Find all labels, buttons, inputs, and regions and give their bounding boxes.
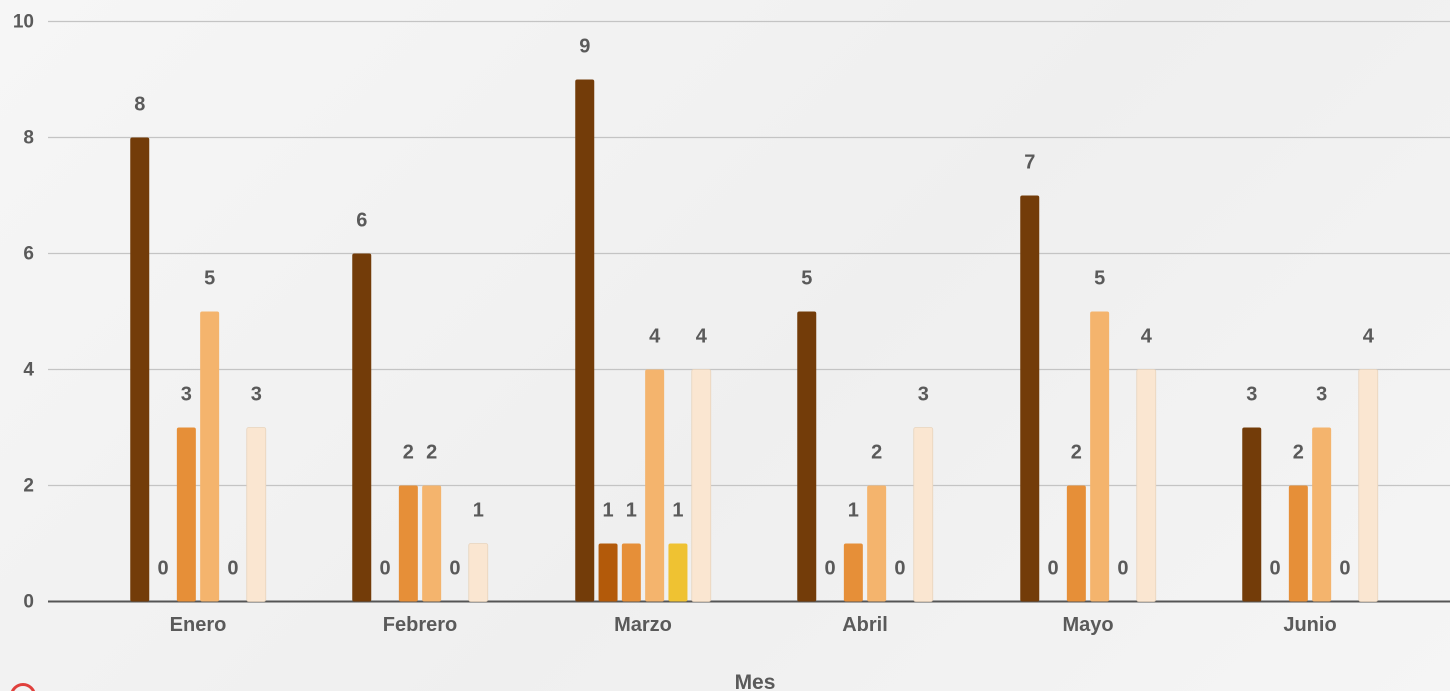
data-label: 0: [157, 558, 168, 580]
bar: [1020, 195, 1040, 602]
bar: [668, 543, 688, 602]
data-label: 8: [134, 94, 145, 116]
data-label: 0: [449, 558, 460, 580]
bar: [246, 427, 267, 602]
data-label: 3: [251, 384, 262, 406]
x-axis-categories: Enero Febrero Marzo Abril Mayo Junio: [170, 614, 1337, 636]
bars: [130, 79, 1379, 602]
data-label: 4: [1141, 326, 1153, 348]
y-tick-label: 8: [23, 128, 34, 149]
bar: [575, 79, 595, 602]
data-label: 7: [1024, 152, 1035, 174]
data-label: 2: [871, 442, 882, 464]
bar: [1358, 369, 1379, 602]
data-label: 3: [181, 384, 192, 406]
data-label: 6: [356, 210, 367, 232]
bar: [621, 543, 641, 602]
y-tick-label: 0: [23, 592, 34, 613]
x-category-label: Marzo: [614, 614, 672, 636]
bar: [398, 485, 418, 602]
data-label: 2: [403, 442, 414, 464]
data-label: 0: [894, 558, 905, 580]
data-label: 1: [672, 500, 683, 522]
data-label: 3: [1246, 384, 1257, 406]
data-label: 0: [379, 558, 390, 580]
x-category-label: Mayo: [1062, 614, 1113, 636]
data-label: 5: [204, 268, 215, 290]
data-label: 1: [848, 500, 859, 522]
bar: [200, 311, 220, 602]
bar: [1066, 485, 1086, 602]
bar: [1242, 427, 1262, 602]
x-category-label: Enero: [170, 614, 227, 636]
data-label: 1: [602, 500, 613, 522]
x-category-label: Junio: [1283, 614, 1336, 636]
x-category-label: Abril: [842, 614, 888, 636]
data-label: 4: [1363, 326, 1375, 348]
bar: [598, 543, 618, 602]
gridlines: [48, 20, 1450, 603]
bar: [422, 485, 442, 602]
data-label: 0: [824, 558, 835, 580]
bar: [130, 137, 150, 602]
y-tick-label: 2: [23, 476, 34, 497]
data-label: 3: [1316, 384, 1327, 406]
bar: [1312, 427, 1332, 602]
y-tick-label: 4: [23, 360, 34, 381]
data-label: 0: [1269, 558, 1280, 580]
bar: [176, 427, 196, 602]
data-label: 0: [1117, 558, 1128, 580]
data-label: 5: [1094, 268, 1105, 290]
data-label: 4: [649, 326, 661, 348]
bar: [691, 369, 712, 602]
y-tick-label: 6: [23, 244, 34, 265]
data-label: 0: [227, 558, 238, 580]
bar: [913, 427, 934, 602]
bar: [867, 485, 887, 602]
bar: [843, 543, 863, 602]
x-axis-title: Mes: [735, 671, 776, 691]
data-label: 1: [473, 500, 484, 522]
bar: [645, 369, 665, 602]
data-label: 0: [1047, 558, 1058, 580]
data-label: 0: [1339, 558, 1350, 580]
data-label: 1: [626, 500, 637, 522]
data-label: 5: [801, 268, 812, 290]
data-label: 9: [579, 36, 590, 58]
data-label: 3: [918, 384, 929, 406]
x-category-label: Febrero: [383, 614, 457, 636]
bar: [797, 311, 817, 602]
bar: [468, 543, 489, 602]
bar: [1136, 369, 1157, 602]
bar: [1090, 311, 1110, 602]
bar: [1288, 485, 1308, 602]
data-label: 2: [1071, 442, 1082, 464]
data-label: 2: [426, 442, 437, 464]
data-label: 4: [696, 326, 708, 348]
y-tick-label: 10: [13, 12, 34, 33]
y-axis-ticks: 0 2 4 6 8 10: [13, 12, 35, 613]
data-label: 2: [1293, 442, 1304, 464]
bar: [352, 253, 372, 602]
